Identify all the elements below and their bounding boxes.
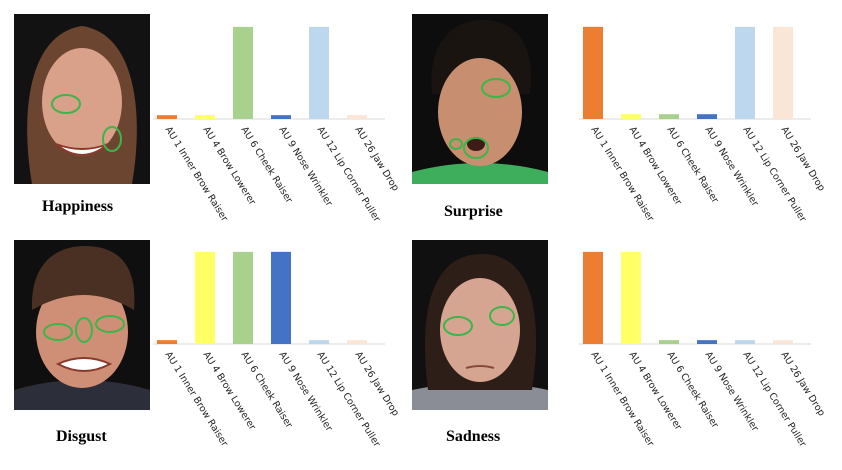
face-photo-happiness bbox=[14, 14, 150, 184]
bar-au-26-jaw-drop bbox=[347, 115, 367, 119]
bar-au-9-nose-wrinkler bbox=[271, 115, 291, 119]
bar-au-6-cheek-raiser bbox=[659, 114, 679, 119]
emotion-label-sadness: Sadness bbox=[446, 428, 501, 445]
bar-au-26-jaw-drop bbox=[347, 340, 367, 344]
bar-au-4-brow-lowerer bbox=[195, 251, 215, 344]
bar-au-1-inner-brow-raiser bbox=[583, 251, 603, 344]
bar-au-6-cheek-raiser bbox=[659, 340, 679, 344]
face-photo-surprise bbox=[412, 14, 548, 184]
bar-au-1-inner-brow-raiser bbox=[157, 115, 177, 119]
face-photo-disgust bbox=[14, 240, 150, 410]
bar-au-6-cheek-raiser bbox=[233, 26, 253, 120]
bar-au-9-nose-wrinkler bbox=[697, 114, 717, 119]
bar-au-12-lip-corner-puller bbox=[309, 26, 329, 120]
emotion-label-surprise: Surprise bbox=[444, 203, 503, 220]
bar-au-12-lip-corner-puller bbox=[735, 26, 755, 120]
bar-au-26-jaw-drop bbox=[773, 340, 793, 344]
bar-au-9-nose-wrinkler bbox=[697, 340, 717, 344]
face-photo-sadness bbox=[412, 240, 548, 410]
emotion-label-happiness: Happiness bbox=[42, 198, 114, 215]
bar-au-1-inner-brow-raiser bbox=[157, 340, 177, 344]
bar-au-4-brow-lowerer bbox=[621, 114, 641, 119]
bar-au-1-inner-brow-raiser bbox=[583, 26, 603, 120]
bar-au-12-lip-corner-puller bbox=[309, 340, 329, 344]
bar-au-9-nose-wrinkler bbox=[271, 251, 291, 344]
bar-au-6-cheek-raiser bbox=[233, 251, 253, 344]
emotion-label-disgust: Disgust bbox=[56, 428, 107, 445]
bar-au-26-jaw-drop bbox=[773, 26, 793, 120]
bar-au-12-lip-corner-puller bbox=[735, 340, 755, 344]
bar-au-4-brow-lowerer bbox=[195, 115, 215, 119]
bar-au-4-brow-lowerer bbox=[621, 251, 641, 344]
